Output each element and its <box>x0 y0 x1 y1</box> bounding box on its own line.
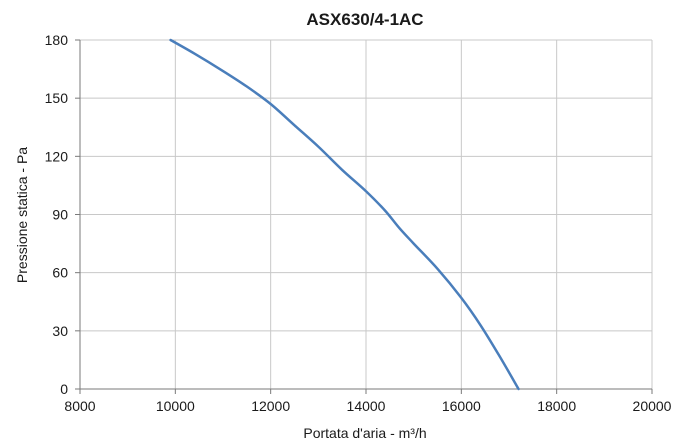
y-tick-label: 0 <box>60 381 68 397</box>
y-axis-ticks: 0 30 60 90 120 150 180 <box>45 32 80 397</box>
series-layer <box>169 38 520 391</box>
y-axis-title: Pressione statica - Pa <box>14 147 30 283</box>
grid-lines <box>79 39 653 390</box>
x-tick-label: 14000 <box>347 398 386 414</box>
x-axis-ticks: 8000 10000 12000 14000 16000 18000 20000 <box>64 389 672 414</box>
y-tick-label: 60 <box>52 265 68 281</box>
y-tick-label: 120 <box>45 148 69 164</box>
chart-title: ASX630/4-1AC <box>306 10 423 29</box>
x-tick-label: 8000 <box>64 398 95 414</box>
x-tick-label: 18000 <box>537 398 576 414</box>
y-tick-label: 180 <box>45 32 69 48</box>
x-tick-label: 12000 <box>251 398 290 414</box>
x-tick-label: 10000 <box>156 398 195 414</box>
y-tick-label: 30 <box>52 323 68 339</box>
series-line <box>169 38 520 391</box>
x-tick-label: 16000 <box>442 398 481 414</box>
x-tick-label: 20000 <box>633 398 672 414</box>
x-axis-title: Portata d'aria - m³/h <box>303 425 426 441</box>
y-tick-label: 90 <box>52 207 68 223</box>
y-tick-label: 150 <box>45 90 69 106</box>
